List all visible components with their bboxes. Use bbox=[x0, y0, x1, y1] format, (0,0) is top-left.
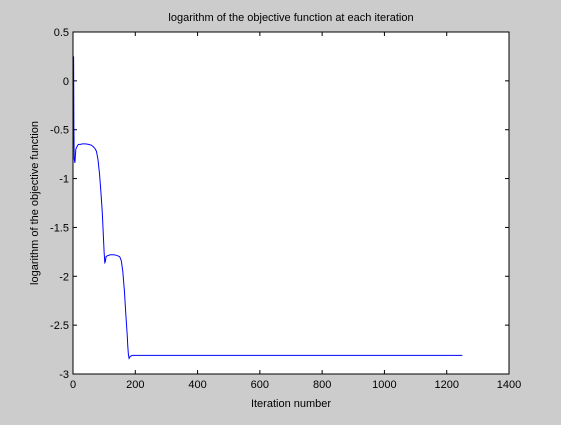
x-axis-label: Iteration number bbox=[251, 398, 331, 410]
series-layer bbox=[72, 56, 463, 360]
plot-frame bbox=[72, 31, 510, 375]
chart-title: logarithm of the objective function at e… bbox=[168, 12, 413, 24]
x-tick-label: 200 bbox=[126, 379, 144, 391]
x-tick-label: 1400 bbox=[497, 379, 521, 391]
y-tick-label: -2 bbox=[59, 271, 69, 283]
axis-ticks: 0 200 400 600 800 1000 1200 1400 0.5 0 -0.5 -1 -1.5 -… bbox=[50, 27, 521, 391]
x-tick-label: 0 bbox=[70, 379, 76, 391]
y-tick-label: -2.5 bbox=[50, 320, 69, 332]
plot-area bbox=[73, 32, 509, 374]
x-tick-label: 400 bbox=[188, 379, 206, 391]
y-axis-label: logarithm of the objective function bbox=[29, 121, 41, 285]
series-line bbox=[72, 56, 463, 360]
x-tick-label: 800 bbox=[313, 379, 331, 391]
y-tick-label: -1.5 bbox=[50, 222, 69, 234]
y-tick-label: -3 bbox=[59, 369, 69, 381]
y-tick-label: 0 bbox=[63, 76, 69, 88]
y-tick-label: -1 bbox=[59, 174, 69, 186]
y-tick-label: -0.5 bbox=[50, 125, 69, 137]
x-tick-label: 1000 bbox=[372, 379, 396, 391]
x-tick-label: 600 bbox=[251, 379, 269, 391]
x-tick-label: 1200 bbox=[434, 379, 458, 391]
y-tick-label: 0.5 bbox=[54, 27, 69, 39]
